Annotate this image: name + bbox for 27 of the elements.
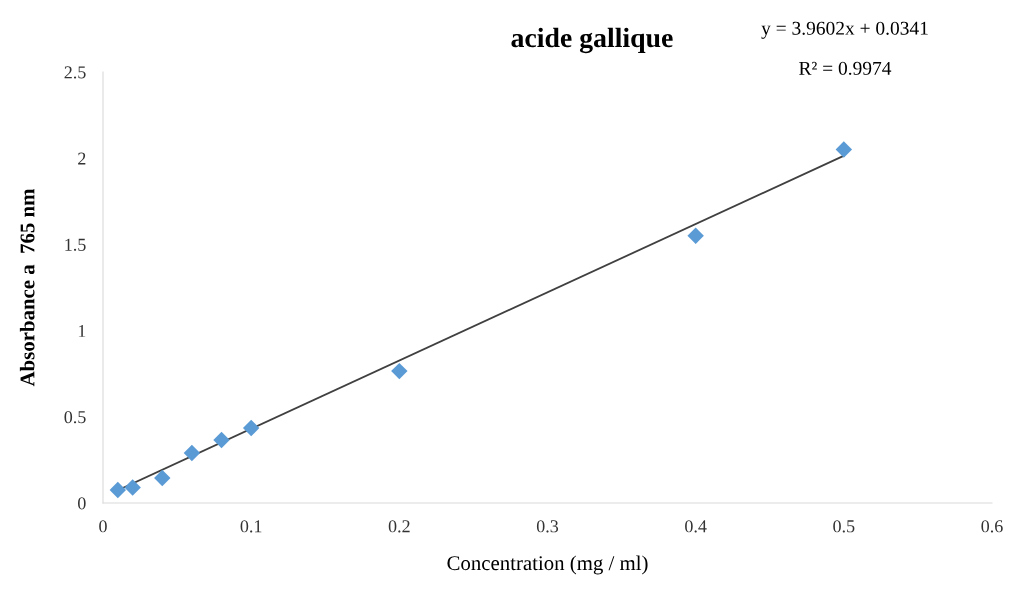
point (213, 431, 230, 449)
point (109, 481, 127, 499)
y-tick-label: 1 (78, 324, 86, 337)
text: y = 3.9602x + 0.0341 (761, 21, 928, 39)
x-tick-label: 0 (99, 520, 107, 533)
y-tick-label: 2 (78, 152, 86, 165)
annotation: R² = 0.9974 (799, 61, 892, 75)
point (124, 479, 141, 496)
point (183, 444, 201, 462)
x-axis-title: Concentration (mg / ml) (447, 555, 648, 575)
y-tick-label: 0 (77, 497, 86, 510)
point (687, 227, 704, 244)
chart-title: acide gallique (511, 27, 673, 54)
x-tick-label: 0.4 (685, 520, 707, 533)
x-tick-label: 0.5 (833, 520, 855, 533)
point (242, 419, 260, 437)
point (391, 362, 408, 380)
point (154, 469, 171, 487)
x-tick-label: 0.6 (981, 520, 1003, 533)
y-axis-title: Absorbance a 765 nm (19, 188, 35, 387)
x-tick-label: 0.2 (388, 520, 410, 533)
x-tick-label: 0.3 (536, 520, 559, 533)
y-tick-label: 2.5 (64, 66, 86, 79)
y-tick-label: 1.5 (65, 238, 86, 251)
point (835, 141, 853, 158)
x-tick-label: 0.1 (240, 520, 262, 533)
y-tick-label: 0.5 (64, 411, 86, 424)
